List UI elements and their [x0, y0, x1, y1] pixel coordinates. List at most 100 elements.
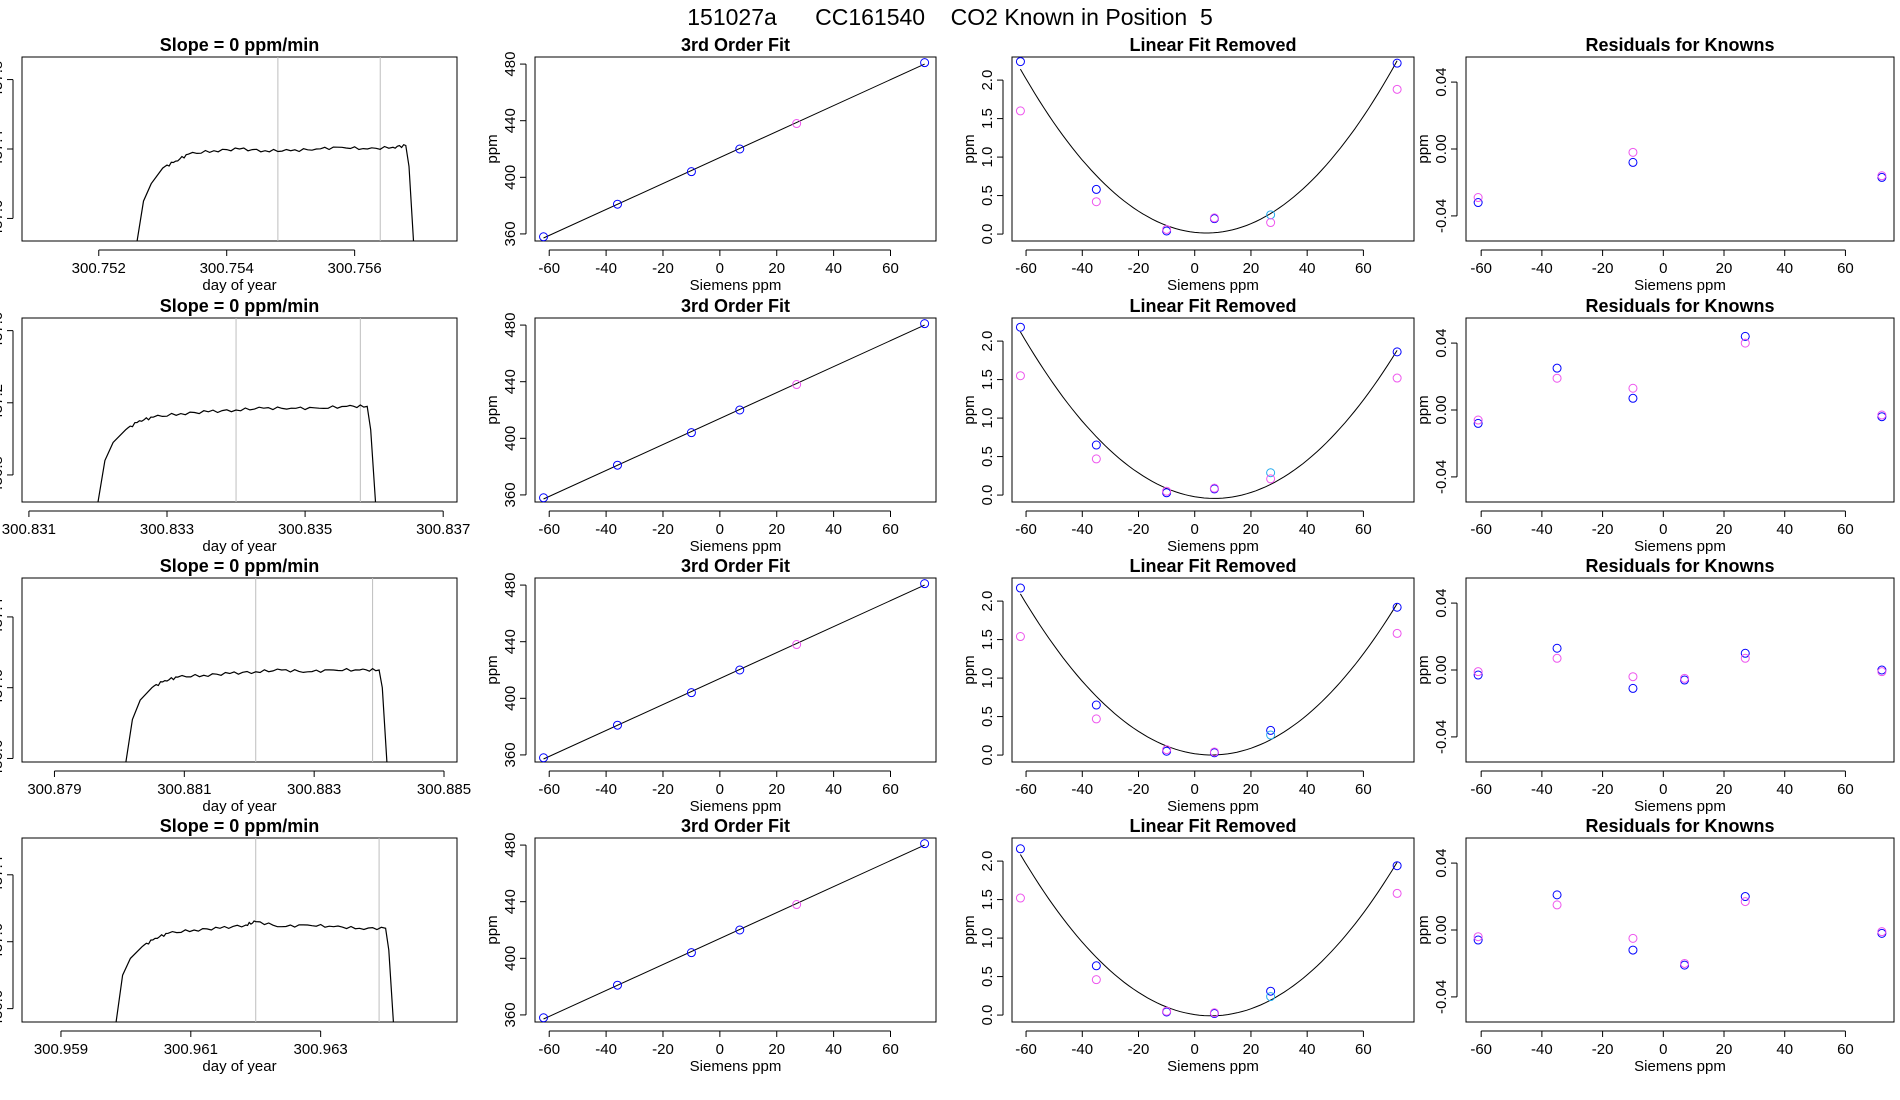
plot-frame	[534, 317, 937, 503]
y-tick-label: 0.0	[979, 224, 996, 245]
data-point-blue	[735, 665, 745, 675]
data-point-magenta	[1740, 338, 1750, 348]
x-tick-label: 0	[1659, 781, 1667, 798]
data-point-magenta	[1473, 667, 1483, 677]
figure-title: 151027a CC161540 CO2 Known in Position 5	[687, 4, 1213, 30]
data-point-magenta	[1473, 415, 1483, 425]
panel-r4-c1: Slope = 0 ppm/min 300.959 300.961 300.963 da…	[0, 816, 458, 1075]
plot-frame	[21, 317, 458, 503]
data-point-magenta	[1552, 653, 1562, 663]
x-axis-label: day of year	[202, 277, 276, 294]
y-tick-label: 480	[502, 52, 519, 77]
y-tick-label: 1.5	[979, 889, 996, 910]
data-point-magenta	[1209, 747, 1219, 757]
data-point-blue	[1015, 844, 1025, 854]
y-tick-label: -0.04	[1433, 720, 1450, 754]
fit-curve	[1019, 854, 1398, 1017]
x-tick-label: 20	[1716, 521, 1733, 538]
x-tick-label: 300.756	[328, 260, 382, 277]
y-tick-label: 437.6	[0, 312, 6, 350]
fit-line	[543, 324, 925, 500]
data-point-magenta	[1473, 193, 1483, 203]
panel-r3-c2: 3rd Order Fit -60 -40 -20 0 20 40 60 Siemens ppm…	[484, 556, 937, 815]
data-point-magenta	[1392, 84, 1402, 94]
x-tick-label: 300.835	[278, 521, 332, 538]
x-tick-label: 300.754	[200, 260, 254, 277]
data-point-blue	[1392, 347, 1402, 357]
x-tick-label: 60	[1355, 521, 1372, 538]
y-axis-label: ppm	[961, 395, 978, 424]
data-point-magenta	[1473, 932, 1483, 942]
y-tick-label: 0.04	[1433, 848, 1450, 877]
x-tick-label: 60	[1837, 781, 1854, 798]
y-tick-label: 0.5	[979, 706, 996, 727]
figure-title-container: 151027a CC161540 CO2 Known in Position 5	[0, 0, 1900, 34]
data-point-magenta	[1209, 1008, 1219, 1018]
data-point-blue	[1473, 198, 1483, 208]
y-axis-label: ppm	[961, 655, 978, 684]
y-tick-label: 436.8	[0, 456, 6, 494]
x-tick-label: 20	[1243, 1041, 1260, 1058]
x-tick-label: -60	[1470, 260, 1492, 277]
y-tick-label: 0.00	[1433, 395, 1450, 424]
x-tick-label: 0	[1191, 781, 1199, 798]
x-tick-label: -40	[1531, 1041, 1553, 1058]
data-point-magenta	[1162, 224, 1172, 234]
x-tick-label: -40	[1531, 260, 1553, 277]
y-tick-label: 0.5	[979, 966, 996, 987]
data-point-blue	[920, 839, 930, 849]
x-tick-label: -20	[652, 260, 674, 277]
x-tick-label: -20	[1128, 781, 1150, 798]
panel-r2-c1: Slope = 0 ppm/min 300.831 300.833 300.835 30…	[0, 296, 470, 555]
x-tick-label: 60	[1837, 260, 1854, 277]
data-point-blue	[1015, 57, 1025, 67]
x-axis-label: Siemens ppm	[1167, 538, 1259, 555]
data-point-magenta	[1091, 197, 1101, 207]
data-point-blue	[1628, 157, 1638, 167]
data-point-blue	[1740, 892, 1750, 902]
x-tick-label: 0	[1191, 1041, 1199, 1058]
x-tick-label: 40	[1776, 781, 1793, 798]
panel-title: 3rd Order Fit	[681, 296, 790, 316]
data-point-blue	[1740, 648, 1750, 658]
data-point-magenta	[1740, 897, 1750, 907]
y-axis-label: ppm	[484, 655, 501, 684]
x-tick-label: 20	[1243, 521, 1260, 538]
x-tick-label: 300.837	[416, 521, 470, 538]
x-tick-label: 300.833	[140, 521, 194, 538]
data-point-magenta	[1015, 371, 1025, 381]
y-tick-label: -0.04	[1433, 460, 1450, 494]
data-point-blue	[612, 980, 622, 990]
x-tick-label: 0	[1659, 1041, 1667, 1058]
y-tick-label: 0.04	[1433, 328, 1450, 357]
fit-curve	[1019, 60, 1398, 234]
x-tick-label: -20	[1592, 260, 1614, 277]
data-point-blue	[1015, 322, 1025, 332]
x-tick-label: 300.881	[157, 781, 211, 798]
ppm-trace	[97, 404, 377, 502]
x-tick-label: 300.752	[72, 260, 126, 277]
y-tick-label: 0.5	[979, 185, 996, 206]
x-tick-label: -20	[652, 1041, 674, 1058]
y-axis-label: ppm	[484, 395, 501, 424]
plot-frame	[1465, 577, 1895, 763]
data-point-blue	[920, 58, 930, 68]
x-axis-label: Siemens ppm	[1634, 798, 1726, 815]
y-tick-label: 0.0	[979, 1005, 996, 1026]
y-tick-label: 437.4	[0, 598, 6, 636]
data-point-blue	[1266, 986, 1276, 996]
data-point-magenta	[792, 900, 802, 910]
panel-title: 3rd Order Fit	[681, 556, 790, 576]
x-axis-label: Siemens ppm	[1634, 538, 1726, 555]
x-tick-label: 0	[1659, 260, 1667, 277]
x-tick-label: 40	[1299, 521, 1316, 538]
y-axis-label: ppm	[1415, 915, 1432, 944]
y-tick-label: 1.5	[979, 108, 996, 129]
data-point-blue	[1740, 331, 1750, 341]
data-point-magenta	[1266, 474, 1276, 484]
x-axis-label: Siemens ppm	[1167, 1058, 1259, 1075]
data-point-blue	[1015, 583, 1025, 593]
x-tick-label: 0	[716, 1041, 724, 1058]
fit-line	[543, 844, 925, 1020]
data-point-cyan	[1266, 468, 1276, 478]
